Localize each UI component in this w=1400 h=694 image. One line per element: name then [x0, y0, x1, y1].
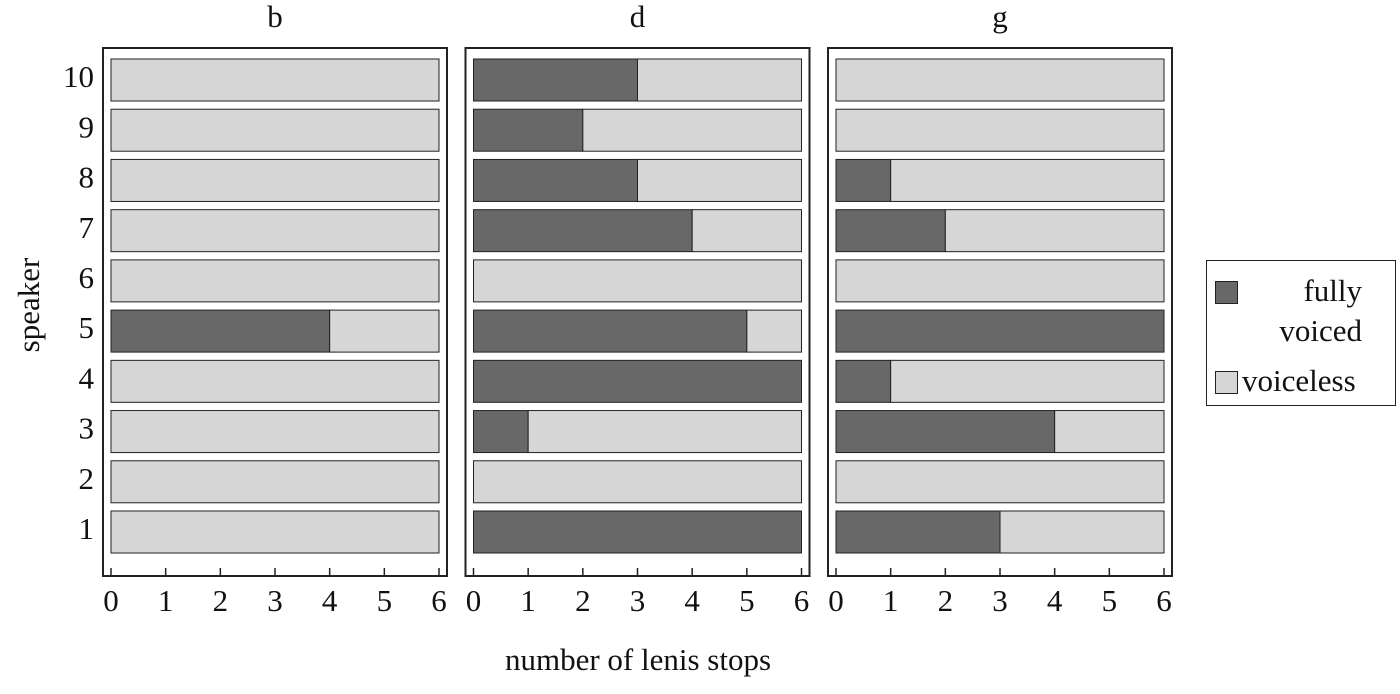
x-tick-label: 3 [992, 583, 1008, 618]
bar-segment [110, 259, 440, 303]
y-tick-label: 1 [79, 511, 95, 546]
panel-frame [102, 47, 448, 577]
bar-segment [473, 58, 638, 102]
bar-segment [473, 259, 802, 303]
legend: fully voiced voiceless [1206, 260, 1396, 406]
x-tick-label: 4 [684, 583, 700, 618]
bar-segment [473, 359, 802, 403]
bar-segment [835, 58, 1165, 102]
bar-segment [1054, 410, 1165, 454]
bar-segment [835, 108, 1165, 152]
x-tick-label: 2 [213, 583, 229, 618]
x-tick-label: 6 [794, 583, 810, 618]
x-tick-label: 4 [322, 583, 338, 618]
bar-segment [110, 309, 331, 353]
bar-segment [746, 309, 802, 353]
bar-segment [110, 460, 440, 504]
bar-segment [582, 108, 802, 152]
bar-segment [473, 410, 529, 454]
bar-segment [110, 510, 440, 554]
bar-segment [329, 309, 440, 353]
x-tick-label: 2 [938, 583, 954, 618]
bar-segment [110, 209, 440, 253]
x-tick-label: 0 [828, 583, 844, 618]
legend-swatch [1215, 281, 1238, 304]
x-tick-label: 5 [739, 583, 755, 618]
bar-segment [835, 359, 892, 403]
y-tick-label: 7 [79, 210, 95, 245]
bar-segment [110, 58, 440, 102]
bar-segment [999, 510, 1165, 554]
panel-frame [464, 47, 811, 577]
x-axis-label: number of lenis stops [505, 642, 771, 677]
x-tick-label: 1 [520, 583, 536, 618]
bar-segment [637, 158, 802, 202]
bar-segment [835, 460, 1165, 504]
y-tick-label: 5 [79, 310, 95, 345]
bar-segment [110, 158, 440, 202]
bar-segment [835, 410, 1056, 454]
x-tick-label: 3 [267, 583, 283, 618]
x-tick-label: 5 [377, 583, 393, 618]
y-tick-label: 3 [79, 411, 95, 446]
y-tick-label: 9 [79, 109, 95, 144]
panel-frame [827, 47, 1173, 577]
y-tick-label: 10 [63, 59, 94, 94]
bar-segment [473, 108, 584, 152]
panel-title: b [267, 0, 283, 34]
bar-segment [473, 460, 802, 504]
bar-segment [110, 359, 440, 403]
y-axis-label: speaker [11, 257, 46, 352]
y-tick-label: 2 [79, 461, 95, 496]
x-tick-label: 0 [466, 583, 482, 618]
x-tick-label: 6 [1156, 583, 1172, 618]
x-tick-label: 1 [883, 583, 899, 618]
legend-label: voiceless [1242, 363, 1356, 398]
x-tick-label: 6 [431, 583, 447, 618]
bar-segment [110, 108, 440, 152]
y-tick-label: 4 [79, 360, 95, 395]
bar-segment [473, 309, 748, 353]
bar-segment [944, 209, 1165, 253]
bar-segment [473, 158, 638, 202]
x-tick-label: 0 [103, 583, 119, 618]
legend-item: voiceless [1215, 361, 1391, 401]
bar-segment [835, 259, 1165, 303]
bar-segment [637, 58, 802, 102]
x-tick-label: 1 [158, 583, 174, 618]
x-tick-label: 3 [630, 583, 646, 618]
x-tick-label: 5 [1102, 583, 1118, 618]
panel-title: g [992, 0, 1008, 34]
y-tick-label: 6 [79, 260, 95, 295]
legend-item: fully voiced [1215, 271, 1391, 351]
bar-segment [473, 209, 693, 253]
bar-segment [835, 158, 892, 202]
bar-segment [527, 410, 803, 454]
legend-label: fully voiced [1279, 273, 1362, 348]
bar-segment [835, 309, 1165, 353]
y-tick-label: 8 [79, 160, 95, 195]
bar-segment [473, 510, 802, 554]
bar-segment [835, 209, 946, 253]
x-tick-label: 2 [575, 583, 591, 618]
bar-segment [835, 510, 1001, 554]
bar-segment [110, 410, 440, 454]
bar-segment [890, 359, 1165, 403]
bar-segment [691, 209, 803, 253]
panel-title: d [630, 0, 646, 34]
bar-segment [890, 158, 1165, 202]
x-tick-label: 4 [1047, 583, 1063, 618]
legend-swatch [1215, 371, 1238, 394]
